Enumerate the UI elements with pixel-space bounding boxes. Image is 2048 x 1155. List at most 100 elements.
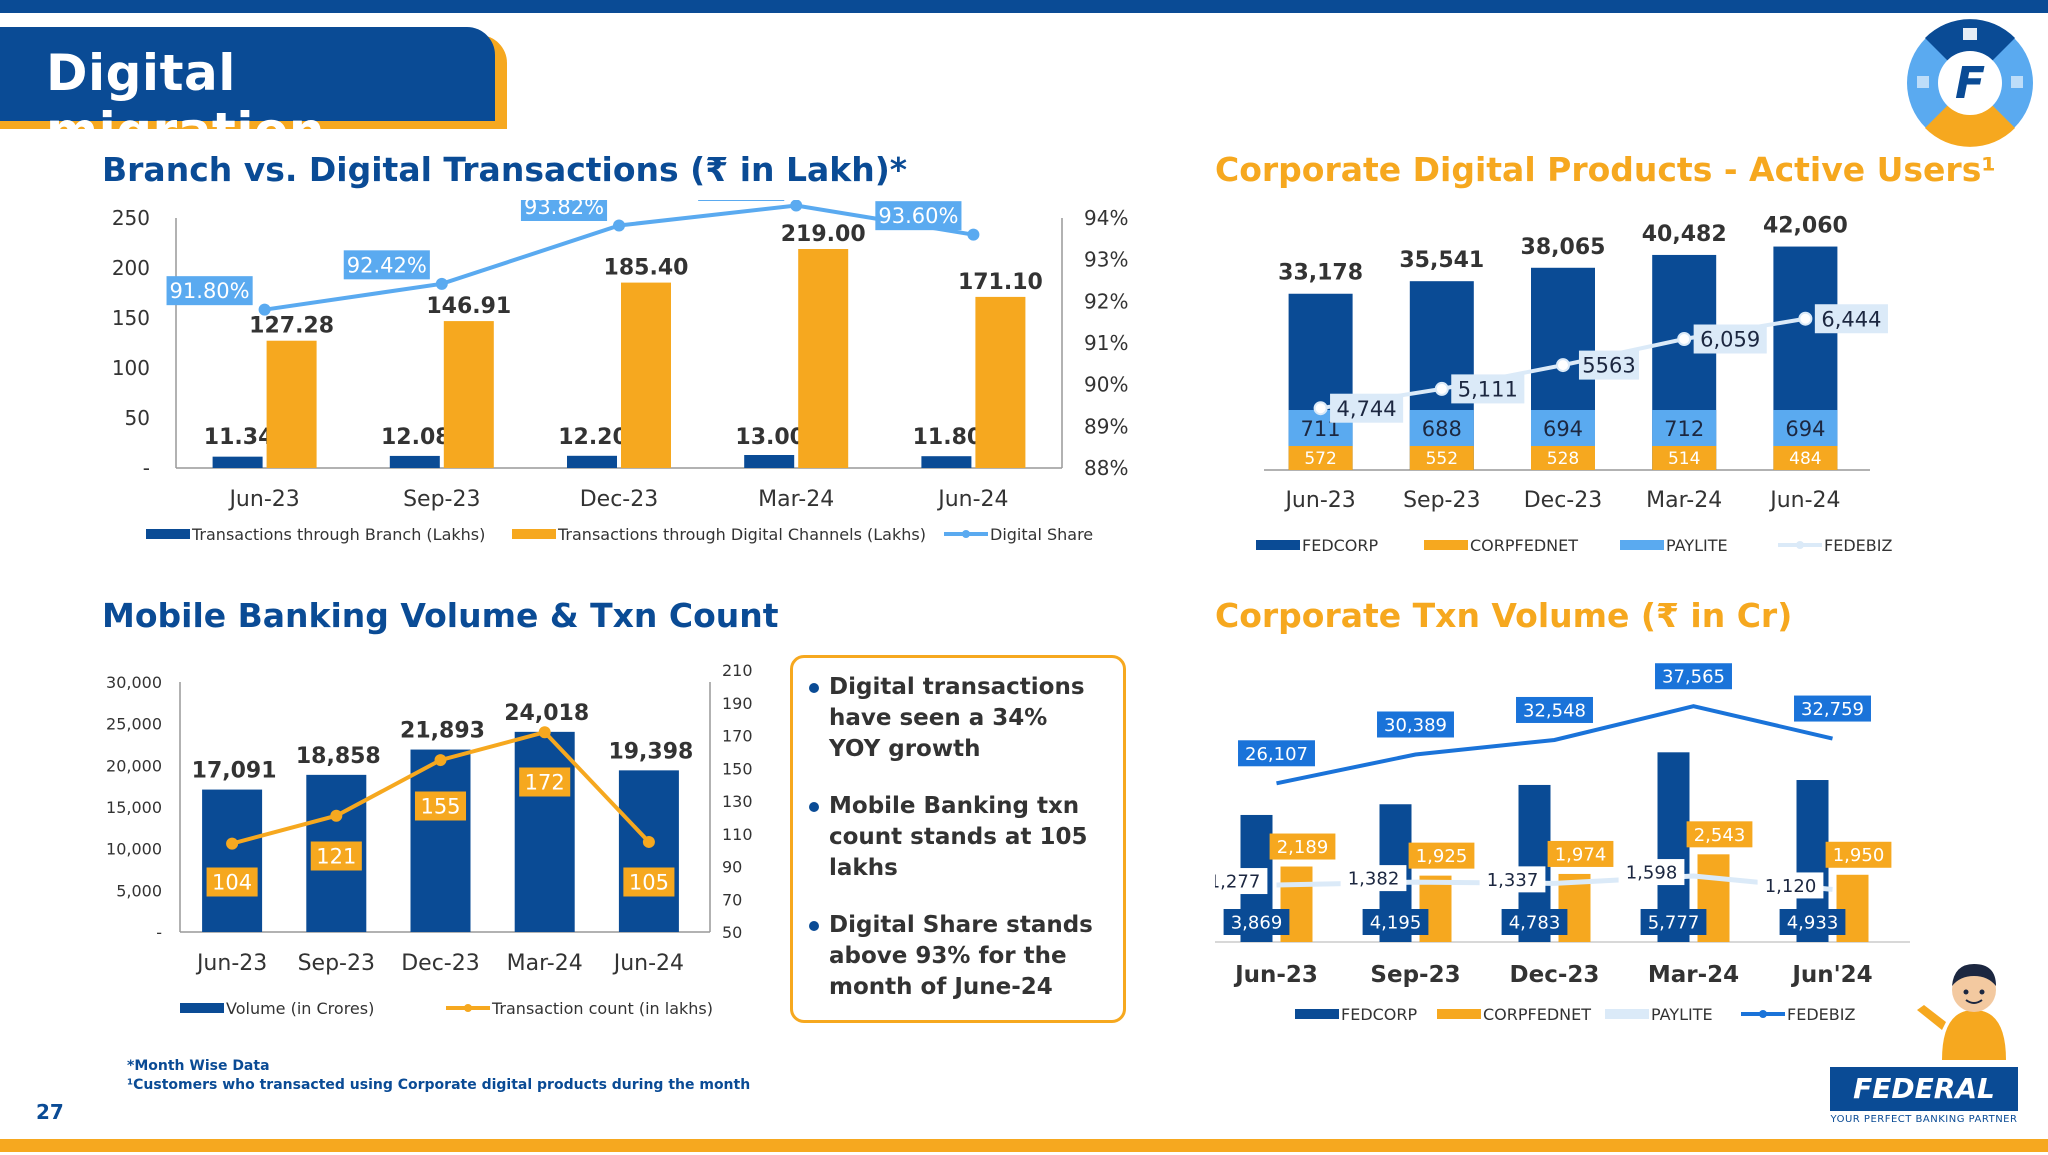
highlight-item: Digital Share stands above 93% for the m… [809,910,1105,1003]
paylite-label: 1,120 [1765,876,1817,897]
digital-bar-label: 171.10 [958,270,1043,295]
x-tick-label: Jun-23 [1283,488,1355,513]
fedebiz-label: 5563 [1582,354,1635,378]
highlight-item: Digital transactions have seen a 34% YOY… [809,672,1105,765]
y2-tick-label: 170 [722,727,753,746]
digital-bar-label: 146.91 [426,294,511,319]
y2-tick-label: 130 [722,792,753,811]
y-tick-label: 25,000 [106,715,162,734]
fedebiz-point [1677,332,1692,346]
x-tick-label: Dec-23 [401,951,480,976]
paylite-label: 1,337 [1487,870,1539,891]
txn-count-label-box [519,767,571,797]
branch-bar-label: 11.34 [204,425,274,450]
digital-share-label-box [698,200,785,201]
txn-count-label-box [623,867,675,897]
fedcorp-label-box [1362,909,1429,935]
footnote-month-wise: *Month Wise Data [127,1058,270,1074]
digital-share-label: 93.60% [878,204,958,228]
fedebiz-label: 30,389 [1384,715,1447,736]
legend-label: FEDEBIZ [1787,1005,1855,1024]
y-tick-label: 150 [112,306,150,330]
corpfednet-segment [1409,446,1474,470]
corp-txn-volume-chart: Jun-23 2,189 3,869 Sep-23 1,925 4,195 Dec-23 1,… [1215,663,1910,1024]
corpfednet-label: 552 [1426,449,1458,469]
digital-share-label-box [166,276,253,306]
digital-bar-label: 127.28 [249,314,334,339]
corpfednet-label: 1,974 [1555,844,1607,865]
y2-tick-label: 92% [1084,289,1128,313]
legend-label: PAYLITE [1666,536,1728,555]
legend-label: Transactions through Digital Channels (L… [557,525,926,544]
mascot-illustration-icon [1917,964,2006,1060]
digital-share-point [435,277,448,290]
legend-label: Transactions through Branch (Lakhs) [191,525,485,544]
branch-bar-label: 13.00 [735,425,805,450]
legend-label: Volume (in Crores) [226,999,374,1018]
x-tick-label: Jun-24 [1768,488,1840,513]
legend-swatch [1424,540,1468,550]
legend-swatch [1620,540,1664,550]
paylite-label: 694 [1785,417,1825,441]
legend-swatch-marker [1796,541,1804,549]
txn-count-label: 105 [629,871,669,895]
x-tick-label: Jun-23 [195,951,267,976]
digital-share-point [613,219,625,232]
corpfednet-segment [1652,446,1717,470]
fedebiz-label-box [1693,324,1767,354]
y2-tick-label: 110 [722,825,753,844]
digital-bar [621,282,671,468]
x-tick-label: Sep-23 [1403,488,1480,513]
legend-swatch [146,529,190,539]
legend-label: CORPFEDNET [1470,536,1578,555]
digital-bar [798,249,849,468]
fedcorp-label-box [1223,909,1290,935]
paylite-label: 688 [1422,417,1462,441]
fedebiz-point [1798,311,1813,326]
legend-swatch [1437,1009,1481,1019]
branch-bar [567,455,617,468]
digital-bar [975,296,1026,468]
fedebiz-label-box [1794,695,1871,722]
volume-label: 21,893 [400,719,485,744]
fedebiz-label-box [1238,740,1315,767]
highlight-item: Mobile Banking txn count stands at 105 l… [809,791,1105,884]
bottom-accent-bar [0,1139,2048,1152]
paylite-segment [1773,410,1838,446]
corpfednet-label: 1,950 [1833,845,1885,866]
branch-bar-label: 12.20 [558,425,628,450]
fedebiz-point [1313,401,1328,416]
fedcorp-label: 40,482 [1642,222,1727,247]
digital-share-label: 92.42% [347,253,427,277]
fedebiz-label: 5,111 [1458,377,1518,401]
legend-swatch [180,1003,224,1013]
digital-share-label-box [343,250,430,280]
digital-bar-label: 185.40 [604,256,689,281]
legend-label: PAYLITE [1651,1005,1713,1024]
fedcorp-label-box [1501,909,1568,935]
txn-count-label: 155 [420,795,460,819]
fedebiz-label-box [1330,393,1404,423]
x-tick-label: Jun-24 [612,951,684,976]
y-tick-label: 20,000 [106,756,162,775]
y-tick-label: 10,000 [106,840,162,859]
volume-bar [202,789,263,932]
digital-share-point [790,200,803,212]
corpfednet-label-box [1547,840,1614,867]
legend-label: FEDCORP [1341,1005,1418,1024]
fedcorp-label: 4,195 [1370,912,1422,933]
corpfednet-segment [1531,446,1595,470]
federal-emblem-icon: F [1907,19,2033,147]
paylite-label: 1,598 [1626,863,1678,884]
fedebiz-label: 6,444 [1821,307,1881,331]
legend-swatch [512,529,556,539]
legend-label: CORPFEDNET [1483,1005,1591,1024]
legend-label: FEDEBIZ [1824,536,1892,555]
fedcorp-label: 33,178 [1278,261,1363,286]
fedebiz-point [1556,358,1570,373]
y2-tick-label: 91% [1084,331,1128,355]
x-tick-label: Dec-23 [580,487,659,512]
legend-label: FEDCORP [1302,536,1379,555]
y2-tick-label: 90 [722,858,742,877]
branch-bar [744,455,795,468]
